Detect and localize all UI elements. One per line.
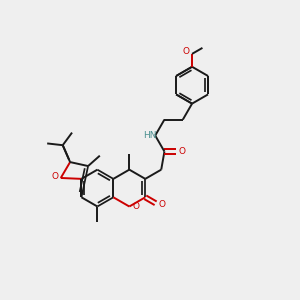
Text: O: O <box>182 47 189 56</box>
Text: O: O <box>159 200 166 209</box>
Text: O: O <box>132 202 139 211</box>
Text: HN: HN <box>143 131 157 140</box>
Text: O: O <box>52 172 59 181</box>
Text: O: O <box>179 147 186 156</box>
